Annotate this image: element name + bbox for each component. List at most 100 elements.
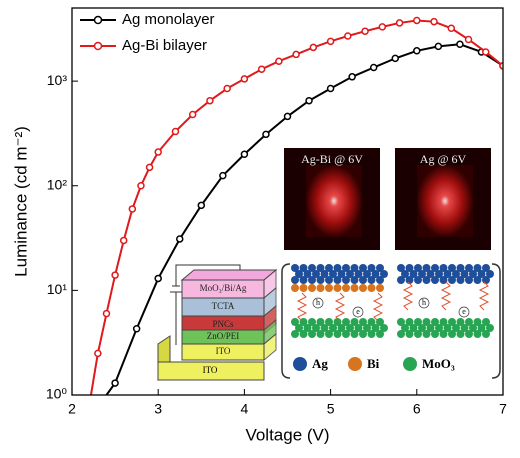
moo3-atom: [443, 324, 452, 332]
marker: [499, 62, 503, 70]
layer-label: ITO: [216, 346, 231, 356]
x-tick-label: 4: [241, 401, 249, 417]
ag-atom: [295, 270, 303, 278]
moo3-atom: [473, 318, 482, 326]
marker: [111, 379, 119, 387]
marker: [145, 163, 154, 172]
x-tick-label: 2: [68, 401, 76, 417]
moo3-atom: [363, 324, 371, 332]
moo3-atom: [418, 324, 426, 332]
moo3-atom: [448, 330, 456, 338]
ag-atom: [291, 276, 299, 284]
moo3-atom: [456, 330, 465, 338]
ag-atom: [397, 264, 405, 272]
atom-label: MoO₃: [422, 356, 455, 371]
carrier: [458, 306, 470, 318]
moo3-atom: [439, 330, 448, 338]
marker: [137, 182, 145, 190]
ag-atom: [312, 270, 320, 278]
moo3-atom: [295, 324, 303, 332]
moo3-atom: [342, 318, 350, 326]
carrier: [352, 306, 364, 318]
carrier: [312, 297, 324, 309]
spring: [296, 292, 308, 322]
moo3-atom: [465, 318, 473, 326]
marker: [128, 205, 137, 213]
marker: [309, 43, 318, 52]
bi-atom: [367, 284, 376, 292]
marker: [430, 17, 438, 26]
moo3-atom: [448, 318, 456, 326]
moo3-atom: [342, 330, 350, 338]
bi-atom: [359, 284, 367, 292]
ag-atom: [452, 270, 460, 278]
legend-label: Ag monolayer: [122, 11, 215, 28]
marker: [344, 32, 352, 40]
moo3-atom: [303, 324, 312, 332]
marker: [257, 65, 266, 73]
moo3-atom: [376, 318, 384, 326]
ito-base: [157, 361, 265, 381]
marker: [413, 16, 421, 25]
marker: [447, 24, 456, 33]
carrier-label: e: [462, 307, 466, 316]
marker: [176, 235, 184, 243]
moo3-atom: [299, 330, 308, 338]
moo3-atom: [469, 324, 477, 332]
legend-atom: [293, 357, 307, 371]
ag-atom: [405, 276, 414, 284]
moo3-atom: [359, 318, 367, 326]
spring: [440, 281, 452, 311]
moo3-atom: [456, 318, 465, 326]
marker: [378, 23, 387, 31]
ag-atom: [486, 270, 494, 278]
marker: [102, 309, 111, 318]
ag-atom: [291, 264, 299, 272]
ag-atom: [482, 276, 490, 284]
moo3-atom: [291, 318, 299, 326]
moo3-atom: [401, 324, 409, 332]
marker: [111, 271, 119, 279]
ag-atom: [363, 270, 371, 278]
ag-atom: [316, 264, 325, 272]
marker: [464, 35, 473, 44]
ag-atom: [473, 276, 482, 284]
moo3-atom: [308, 330, 316, 338]
moo3-atom: [325, 330, 333, 338]
bracket: [281, 263, 501, 379]
marker: [240, 150, 249, 159]
marker: [132, 324, 141, 333]
ag-atom: [308, 264, 316, 272]
ag-atom: [303, 270, 312, 278]
moo3-atom: [426, 324, 435, 332]
marker: [188, 110, 197, 119]
moo3-atom: [473, 330, 482, 338]
ag-atom: [435, 270, 443, 278]
ag-atom: [465, 264, 473, 272]
y-tick-label: 10⁰: [46, 386, 68, 402]
ag-atom: [431, 276, 439, 284]
moo3-atom: [337, 324, 346, 332]
ag-atom: [422, 276, 431, 284]
x-tick-label: 3: [154, 401, 162, 417]
x-tick-label: 6: [413, 401, 421, 417]
marker: [262, 130, 270, 139]
moo3-atom: [346, 324, 354, 332]
photo-glow: [417, 165, 473, 237]
moo3-atom: [465, 330, 473, 338]
moo3-atom: [329, 324, 337, 332]
marker: [482, 48, 490, 56]
moo3-atom: [452, 324, 460, 332]
moo3-atom: [325, 318, 333, 326]
carrier: [418, 297, 430, 309]
moo3-atom: [422, 318, 431, 326]
marker: [361, 27, 369, 35]
legend-atom: [403, 357, 417, 371]
bi-atom: [308, 284, 316, 292]
moo3-atom: [367, 330, 376, 338]
spring: [334, 292, 346, 322]
circuit: [170, 264, 241, 345]
layer-label: MoO₃/Bi/Ag: [200, 283, 247, 293]
ag-atom: [469, 270, 477, 278]
spring: [372, 292, 384, 322]
